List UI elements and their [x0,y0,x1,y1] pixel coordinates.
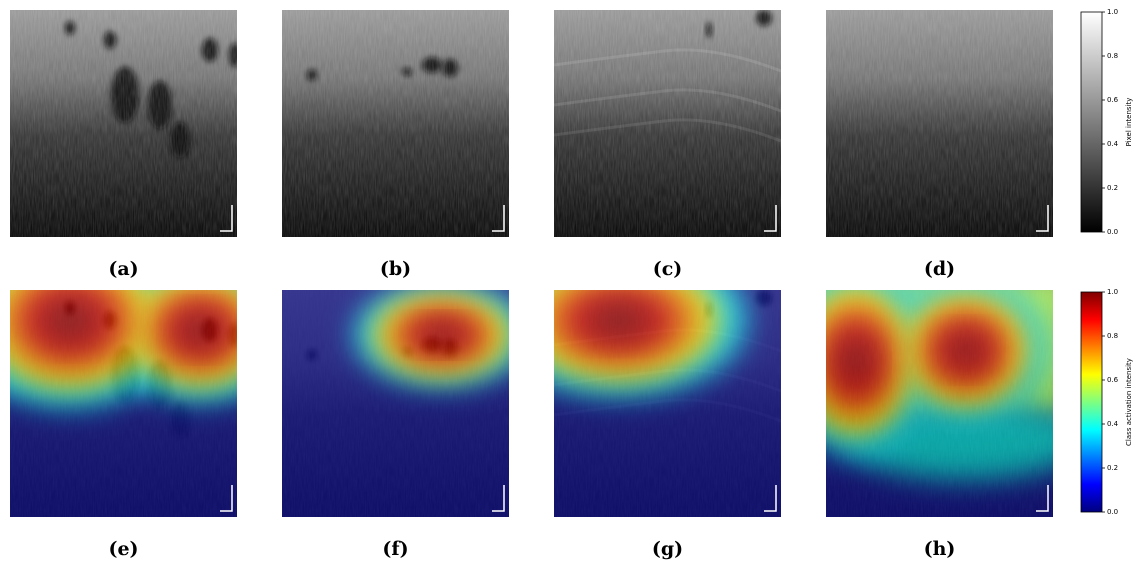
image-panel [554,290,781,517]
image-panel [282,290,509,517]
heat-blob [42,298,98,342]
image-panel [10,10,237,237]
colorbar-tick-label: 1.0 [1107,8,1118,16]
image-content [826,10,1053,237]
colorbar-tick-label: 1.0 [1107,288,1118,296]
heatmap [10,290,237,517]
heat-blob [420,322,464,348]
colorbar-tick-label: 0.6 [1107,96,1119,104]
image-panel [10,290,237,517]
image-content [282,10,509,237]
panel-label: (b) [380,258,411,280]
colorbar-tick-label: 0.0 [1107,228,1118,236]
image-content [10,10,237,237]
heatmap [282,290,509,517]
panel-label: (h) [924,538,956,560]
colorbar-tick-label: 0.4 [1107,420,1119,428]
panel-label: (f) [382,538,408,560]
image-panel [826,10,1053,237]
panel-label: (c) [653,258,683,280]
speckle [826,10,1053,237]
heatmap [554,290,781,517]
image-content [826,290,1053,517]
scale-bar [220,485,233,512]
image-panel [554,10,781,237]
image-panel [282,10,509,237]
heat-blob [587,300,651,340]
heat-blob [946,332,986,368]
colorbar-label: Class activation intensity [1125,358,1133,446]
scale-bar [492,485,505,512]
image-panel [826,290,1053,517]
colorbar-tick-label: 0.2 [1107,184,1118,192]
panel-label: (a) [108,258,138,280]
colorbar-tick-label: 0.8 [1107,332,1118,340]
heat-blob [838,336,874,384]
heat-blob [178,312,222,348]
colorbar-label: Pixel intensity [1125,98,1133,147]
colorbar-tick-label: 0.8 [1107,52,1118,60]
scale-bar [1036,205,1049,232]
image-content [554,10,781,237]
colorbar-tick-label: 0.2 [1107,464,1118,472]
image-content [554,290,781,517]
colorbar-tick-label: 0.0 [1107,508,1118,516]
panel-label: (e) [108,538,138,560]
scale-bar [764,205,777,232]
panel-label: (g) [652,538,683,560]
speckle [10,10,237,237]
scale-bar [764,485,777,512]
scale-bar [220,205,233,232]
image-content [10,290,237,517]
panel-label: (d) [924,258,955,280]
speckle [554,10,781,237]
scale-bar [492,205,505,232]
image-content [282,290,509,517]
colorbar-tick-label: 0.6 [1107,376,1119,384]
scale-bar [1036,485,1049,512]
colorbar [1080,291,1103,513]
speckle [282,10,509,237]
heatmap [826,290,1053,517]
colorbar-tick-label: 0.4 [1107,140,1119,148]
colorbar [1080,11,1103,233]
